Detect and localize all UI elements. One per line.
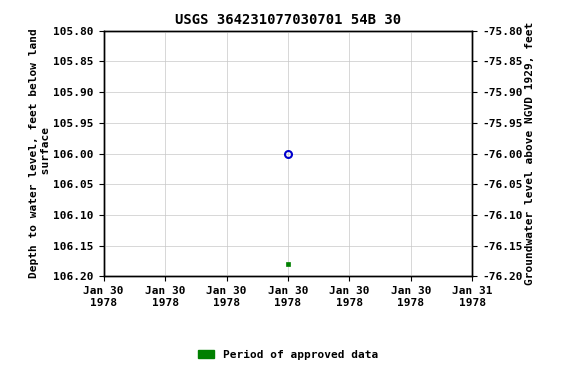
Y-axis label: Groundwater level above NGVD 1929, feet: Groundwater level above NGVD 1929, feet bbox=[525, 22, 535, 285]
Title: USGS 364231077030701 54B 30: USGS 364231077030701 54B 30 bbox=[175, 13, 401, 27]
Legend: Period of approved data: Period of approved data bbox=[193, 345, 383, 364]
Y-axis label: Depth to water level, feet below land
 surface: Depth to water level, feet below land su… bbox=[29, 29, 51, 278]
